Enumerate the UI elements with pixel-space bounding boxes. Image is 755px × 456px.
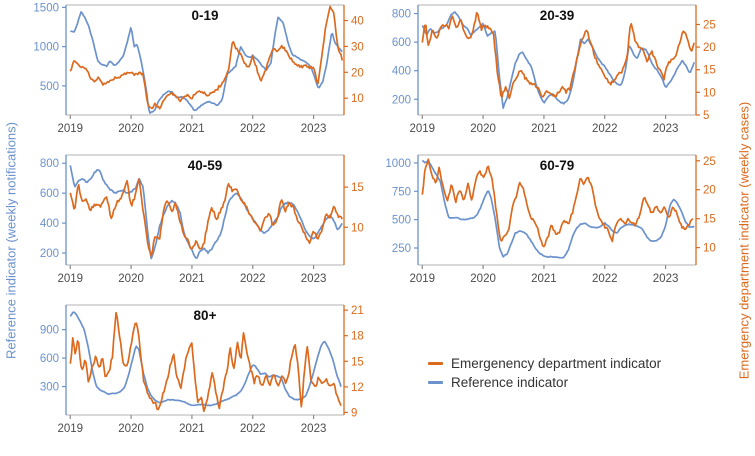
svg-text:20: 20 — [703, 185, 716, 197]
svg-text:1500: 1500 — [33, 2, 59, 14]
svg-text:2022: 2022 — [240, 123, 266, 135]
svg-text:600: 600 — [392, 37, 411, 49]
svg-text:9: 9 — [351, 407, 357, 419]
svg-text:2023: 2023 — [301, 273, 327, 285]
svg-text:600: 600 — [40, 353, 59, 365]
svg-text:12: 12 — [351, 382, 364, 394]
svg-text:2020: 2020 — [470, 123, 496, 135]
svg-text:40-59: 40-59 — [188, 158, 223, 173]
svg-text:2020: 2020 — [118, 123, 144, 135]
svg-text:750: 750 — [392, 186, 411, 198]
svg-text:2021: 2021 — [179, 423, 205, 435]
panel-age-0-19: 500 1000 1500 10 20 30 40 2019 2020 2021 2022 2023 0… — [20, 0, 372, 146]
left-axis-label: Reference indicator (weekly notification… — [3, 122, 19, 359]
svg-text:2023: 2023 — [301, 123, 327, 135]
svg-text:15: 15 — [351, 182, 364, 194]
svg-text:10: 10 — [703, 243, 716, 255]
svg-text:10: 10 — [703, 87, 716, 99]
svg-text:2023: 2023 — [653, 123, 679, 135]
svg-text:2021: 2021 — [179, 273, 205, 285]
svg-text:2022: 2022 — [240, 273, 266, 285]
chart-svg: 300 600 900 9 12 15 18 21 2019 2020 2021 2022 2023 80… — [40, 304, 364, 435]
panel-age-20-39: 200 400 600 800 5 10 15 20 25 2019 2020 2021 2022 202… — [372, 0, 724, 146]
legend: Emergenency department indicator Referen… — [428, 354, 661, 392]
svg-text:200: 200 — [40, 248, 59, 260]
legend-item-emergency: Emergenency department indicator — [428, 354, 661, 373]
svg-text:2022: 2022 — [592, 273, 618, 285]
svg-text:25: 25 — [703, 19, 716, 31]
svg-text:15: 15 — [703, 65, 716, 77]
svg-text:900: 900 — [40, 325, 59, 337]
chart-svg: 500 1000 1500 10 20 30 40 2019 2020 2021 2022 2023 0… — [33, 2, 364, 135]
panel-age-80-plus: 300 600 900 9 12 15 18 21 2019 2020 2021 2022 2023 80… — [20, 300, 372, 446]
svg-text:0-19: 0-19 — [191, 8, 218, 23]
svg-text:10: 10 — [351, 222, 364, 234]
chart-svg: 250 500 750 1000 10 15 20 25 2019 2020 2021 2022 202… — [385, 154, 716, 285]
legend-item-reference: Reference indicator — [428, 373, 661, 392]
svg-text:15: 15 — [703, 214, 716, 226]
legend-label-emergency: Emergenency department indicator — [451, 356, 662, 371]
panel-age-60-79: 250 500 750 1000 10 15 20 25 2019 2020 2021 2022 202… — [372, 150, 724, 296]
svg-text:800: 800 — [392, 9, 411, 21]
svg-text:40: 40 — [351, 16, 364, 28]
legend-swatch-emergency — [428, 362, 443, 365]
chart-svg: 200 400 600 800 10 15 2019 2020 2021 2022 2023 40-5… — [40, 154, 364, 285]
svg-text:18: 18 — [351, 331, 364, 343]
svg-text:60-79: 60-79 — [540, 158, 575, 173]
chart-svg: 200 400 600 800 5 10 15 20 25 2019 2020 2021 2022 202… — [392, 4, 716, 135]
svg-text:1000: 1000 — [33, 42, 59, 54]
svg-text:300: 300 — [40, 382, 59, 394]
svg-text:500: 500 — [392, 215, 411, 227]
svg-text:2019: 2019 — [57, 123, 83, 135]
svg-text:10: 10 — [351, 93, 364, 105]
svg-text:600: 600 — [40, 188, 59, 200]
svg-text:400: 400 — [392, 66, 411, 78]
right-axis-label: Emergency department indicator (weekly c… — [736, 101, 752, 380]
svg-text:20: 20 — [703, 42, 716, 54]
svg-text:1000: 1000 — [385, 158, 411, 170]
svg-text:25: 25 — [703, 156, 716, 168]
svg-text:250: 250 — [392, 243, 411, 255]
svg-text:2020: 2020 — [470, 273, 496, 285]
svg-text:2019: 2019 — [409, 273, 435, 285]
panel-age-40-59: 200 400 600 800 10 15 2019 2020 2021 2022 2023 40-5… — [20, 150, 372, 296]
svg-text:20: 20 — [351, 67, 364, 79]
svg-text:21: 21 — [351, 305, 364, 317]
svg-text:2023: 2023 — [301, 423, 327, 435]
svg-text:2021: 2021 — [531, 273, 557, 285]
svg-text:30: 30 — [351, 41, 364, 53]
svg-text:2020: 2020 — [118, 423, 144, 435]
svg-text:2023: 2023 — [653, 273, 679, 285]
svg-text:500: 500 — [40, 81, 59, 93]
svg-text:400: 400 — [40, 218, 59, 230]
svg-text:2019: 2019 — [57, 273, 83, 285]
legend-swatch-reference — [428, 381, 443, 384]
svg-text:2021: 2021 — [531, 123, 557, 135]
svg-text:200: 200 — [392, 94, 411, 106]
svg-text:2019: 2019 — [57, 423, 83, 435]
legend-label-reference: Reference indicator — [451, 375, 569, 390]
svg-text:2019: 2019 — [409, 123, 435, 135]
svg-text:15: 15 — [351, 356, 364, 368]
svg-text:5: 5 — [703, 110, 709, 122]
svg-text:20-39: 20-39 — [540, 8, 575, 23]
svg-text:800: 800 — [40, 158, 59, 170]
svg-text:80+: 80+ — [194, 308, 217, 323]
svg-text:2020: 2020 — [118, 273, 144, 285]
svg-text:2022: 2022 — [592, 123, 618, 135]
svg-text:2021: 2021 — [179, 123, 205, 135]
svg-text:2022: 2022 — [240, 423, 266, 435]
